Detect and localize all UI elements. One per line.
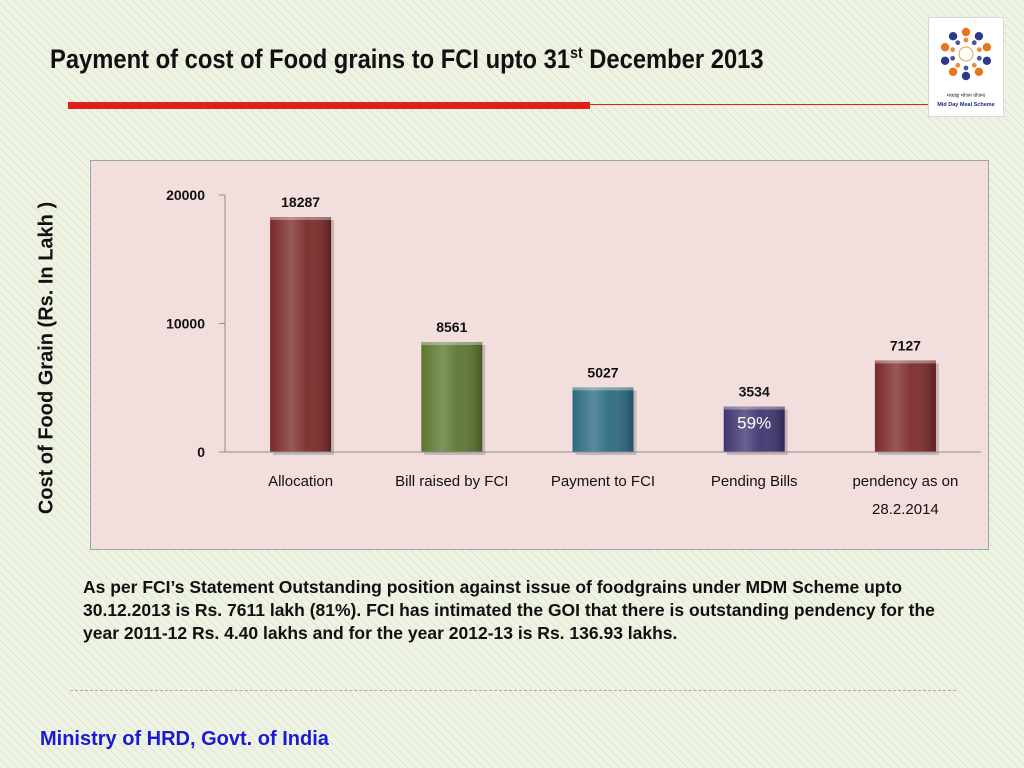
bar-highlight [572,387,634,452]
category-label: Payment to FCI [551,473,655,490]
title-text: Payment of cost of Food grains to FCI up… [50,44,571,74]
category-label: pendency as on [852,473,958,490]
chart-area: 0 10000 20000 18287 Allocation 8561 Bill raise… [90,160,989,550]
bar-highlight [874,360,936,452]
y-axis-title: Cost of Food Grain (Rs. In Lakh ) [35,201,58,515]
bar-chart: 0 10000 20000 18287 Allocation 8561 Bill raise… [166,187,981,518]
bar-top-bevel [874,360,936,364]
outstanding-note: As per FCI’s Statement Outstanding posit… [83,577,935,643]
bar-annotation: 59% [737,414,771,433]
category-label: 28.2.2014 [872,501,939,518]
bar-top-bevel [572,387,634,391]
slide-title: Payment of cost of Food grains to FCI up… [50,44,764,75]
separator-line [70,690,956,691]
bar-highlight [270,217,332,452]
category-label: Bill raised by FCI [395,473,508,490]
title-superscript: st [570,45,583,62]
title-text-end: December 2013 [582,44,764,74]
data-label: 7127 [890,337,921,353]
bar-top-bevel [270,217,332,221]
footer-ministry: Ministry of HRD, Govt. of India [40,728,329,750]
bar-top-bevel [723,406,785,410]
y-tick-label: 0 [197,444,205,460]
bar-top-bevel [421,341,483,345]
data-label: 5027 [587,364,618,380]
title-underline-bar [68,102,590,109]
category-label: Allocation [268,473,333,490]
y-tick-label: 10000 [166,316,205,332]
y-tick-label: 20000 [166,187,205,203]
mdm-logo: मध्याह्न भोजन योजना Mid Day Meal Scheme [928,17,1004,117]
logo-caption: Mid Day Meal Scheme [937,102,995,108]
category-label: Pending Bills [711,473,798,490]
title-underline-line [590,104,930,105]
data-label: 3534 [739,384,770,400]
bar-highlight [723,406,785,452]
logo-hindi-text: मध्याह्न भोजन योजना [946,93,986,99]
mdm-logo-icon [940,27,992,81]
data-label: 18287 [281,194,320,210]
bar-highlight [421,341,483,452]
data-label: 8561 [436,319,467,335]
